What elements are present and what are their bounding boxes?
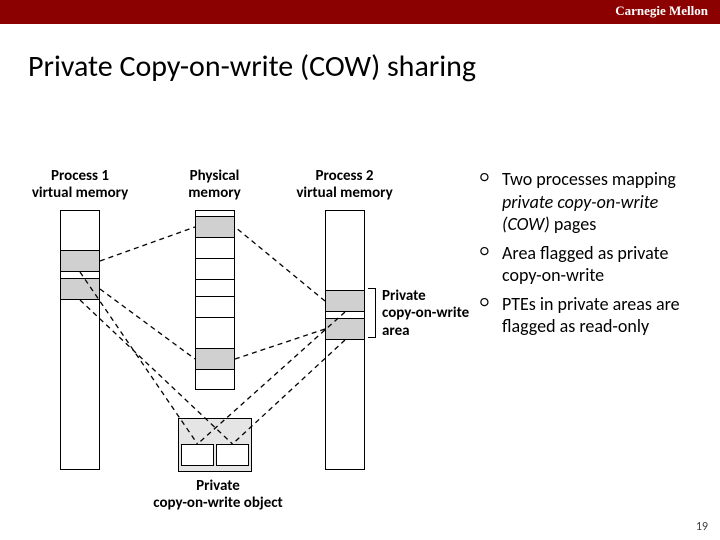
- bullet-list: Two processes mapping private copy-on-wr…: [480, 168, 710, 344]
- label-physical: Physicalmemory: [162, 168, 267, 203]
- phys-page-0: [195, 216, 235, 238]
- cow-object-page1: [181, 444, 214, 466]
- phys-page-3: [195, 348, 235, 370]
- p1-page-0: [60, 250, 100, 272]
- page-number: 19: [696, 520, 708, 534]
- header-bar: [0, 0, 720, 24]
- bullet-2: Area flagged as private copy-on-write: [480, 242, 710, 287]
- bullet-1: Two processes mapping private copy-on-wr…: [480, 168, 710, 236]
- cow-object-label: Privatecopy-on-write object: [128, 478, 308, 511]
- private-area-label: Privatecopy-on-writearea: [382, 288, 469, 340]
- phys-page-1: [195, 258, 235, 280]
- p2-page-1: [325, 318, 365, 340]
- cow-object-page2: [216, 444, 249, 466]
- p1-page-1: [60, 278, 100, 300]
- process2-memory-column: [325, 210, 365, 470]
- bullet-3: PTEs in private areas are flagged as rea…: [480, 293, 710, 338]
- label-process2: Process 2virtual memory: [282, 168, 407, 203]
- label-process1: Process 1virtual memory: [20, 168, 140, 203]
- phys-page-2: [195, 296, 235, 318]
- cmu-label: Carnegie Mellon: [615, 3, 708, 19]
- private-area-bracket: [368, 288, 376, 338]
- slide-title: Private Copy-on-write (COW) sharing: [28, 48, 476, 85]
- p2-page-0: [325, 290, 365, 312]
- process1-memory-column: [60, 210, 100, 470]
